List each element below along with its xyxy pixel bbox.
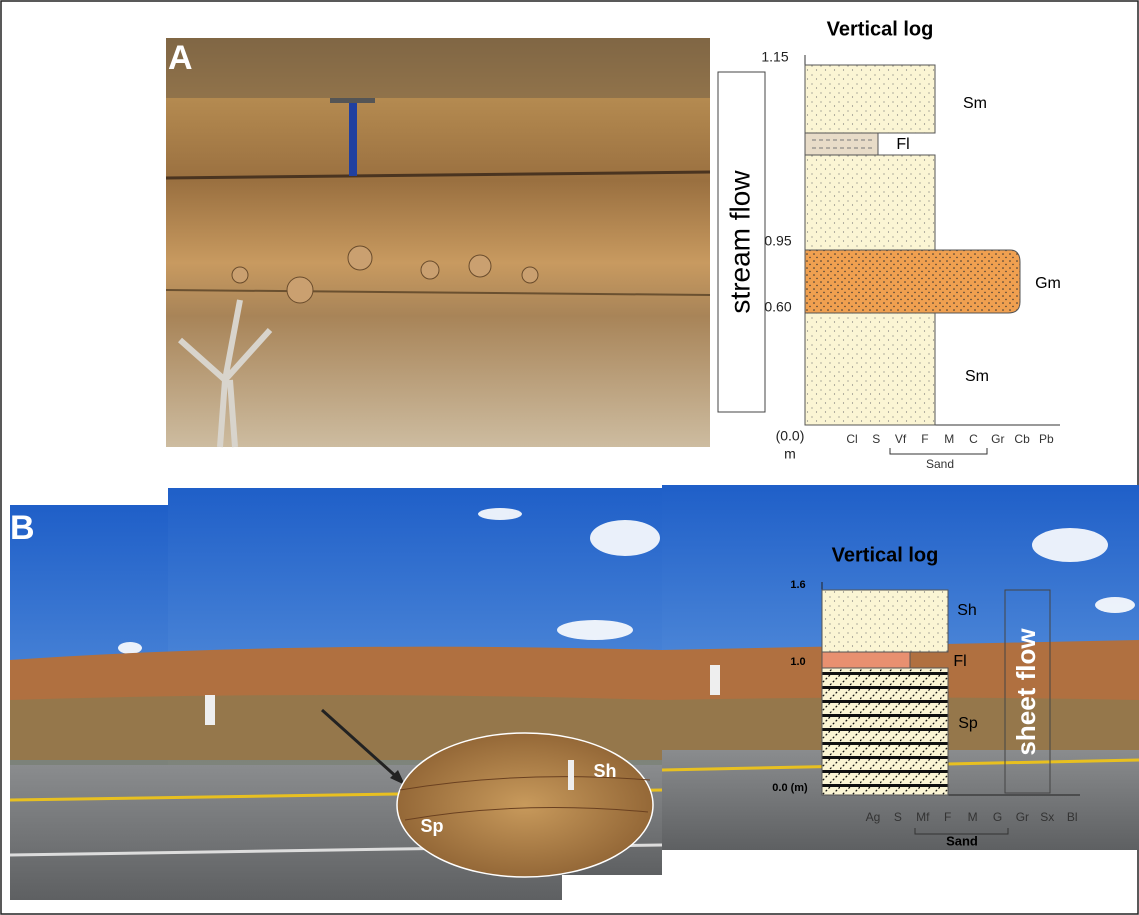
bed	[822, 668, 948, 795]
grain-size-label: Mf	[916, 810, 930, 824]
grain-size-label: F	[921, 432, 928, 446]
bed	[822, 590, 948, 652]
depth-label: 1.0	[790, 656, 805, 668]
log-title: Vertical log	[827, 18, 934, 40]
grain-size-label: C	[969, 432, 978, 446]
grain-size-label: G	[993, 810, 1002, 824]
grain-size-label: Gr	[1016, 810, 1029, 824]
depth-label: 0.0 (m)	[772, 782, 808, 794]
figure: A Vertical log stream flow 1.15 0.95 0.6…	[0, 0, 1139, 915]
inset-label: Sh	[593, 761, 616, 781]
depth-label: 1.6	[790, 579, 805, 591]
panel-label: B	[10, 509, 35, 547]
bed	[805, 155, 935, 250]
facies-label: Gm	[1035, 275, 1061, 292]
flow-label: stream flow	[724, 170, 755, 314]
facies-label: Fl	[953, 653, 966, 670]
grain-size-label: M	[968, 810, 978, 824]
grain-size-label: F	[944, 810, 951, 824]
inset-label: Sp	[420, 816, 443, 836]
depth-label: 0.95	[764, 233, 791, 249]
facies-label: Sp	[958, 715, 978, 732]
grain-size-label: Gr	[991, 432, 1004, 446]
facies-label: Fl	[896, 136, 909, 153]
panel-label: A	[168, 39, 193, 77]
facies-label: Sm	[965, 368, 989, 385]
depth-label: 1.15	[761, 49, 788, 65]
grain-size-label: S	[872, 432, 880, 446]
grain-size-label: Cl	[846, 432, 857, 446]
photo-a: A	[166, 38, 710, 447]
bed	[805, 313, 935, 425]
grain-size-label: Vf	[895, 432, 907, 446]
facies-label: Sm	[963, 95, 987, 112]
grain-size-label: S	[894, 810, 902, 824]
bed	[822, 652, 910, 668]
grain-size-label: Bl	[1067, 810, 1078, 824]
log-title: Vertical log	[832, 544, 939, 566]
depth-label: (0.0)	[776, 428, 805, 444]
bed	[805, 250, 1020, 313]
depth-label: 0.60	[764, 299, 791, 315]
depth-label: m	[784, 446, 796, 462]
grain-size-label: Sx	[1040, 810, 1054, 824]
grain-size-label: Pb	[1039, 432, 1054, 446]
grain-size-label: M	[944, 432, 954, 446]
grain-size-label: Ag	[866, 810, 881, 824]
group-label: Sand	[946, 833, 978, 848]
bed	[805, 133, 878, 155]
group-label: Sand	[926, 457, 954, 471]
flow-label: sheet flow	[1011, 628, 1041, 756]
facies-label: Sh	[957, 602, 977, 619]
grain-size-label: Cb	[1014, 432, 1030, 446]
bed	[805, 65, 935, 133]
